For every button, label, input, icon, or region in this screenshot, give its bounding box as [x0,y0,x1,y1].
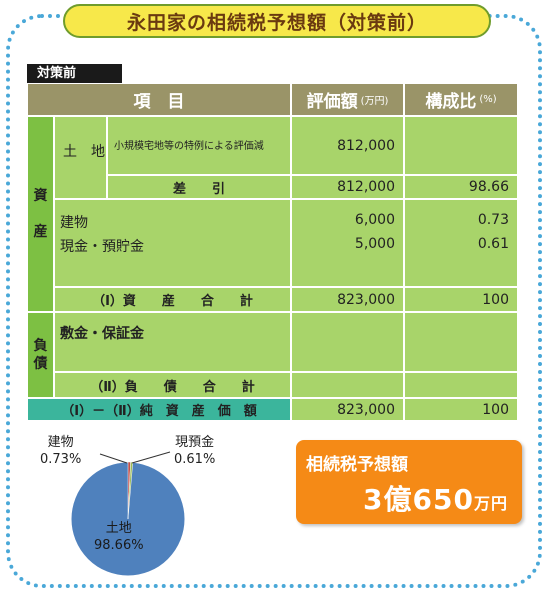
net-label: （Ⅰ）－（Ⅱ）純 資 産 価 額 [27,398,291,421]
land-value: 812,000 [291,116,404,175]
cash-ratio: 0.61 [477,236,509,252]
building-leader-line [99,453,128,464]
land-detail-cell: 小規模宅地等の特例による評価減 [107,116,291,175]
pie-slice-cash [127,461,134,520]
cash-value: 5,000 [354,236,395,252]
pie-svg [70,451,186,577]
other-assets-values: 6,000 5,000 [291,199,404,287]
building-label: 建物 [60,215,88,231]
deposit-cell: 敷金・保証金 [54,312,291,372]
diff-ratio: 98.66 [404,175,518,199]
land-label: 土 地 [63,144,105,160]
result-value: 3億650万円 [363,483,508,516]
section-tag: 対策前 [27,64,122,83]
deposit-value-empty [291,312,404,372]
net-value: 823,000 [291,398,404,421]
page-title: 永田家の相続税予想額（対策前） [63,4,491,38]
liab-total-label: （Ⅱ）負 債 合 計 [54,372,291,398]
land-cell: 土 地 [54,116,107,199]
pie-label-building: 建物 0.73% [40,435,82,467]
deposit-label: 敷金・保証金 [60,326,144,342]
pie-label-land: 土地 98.66% [94,521,144,553]
building-value: 6,000 [354,212,395,228]
deposit-ratio-empty [404,312,518,372]
other-assets-cell: 建物 現金・預貯金 [54,199,291,287]
land-detail: 小規模宅地等の特例による評価減 [114,141,264,152]
liab-total-value-empty [291,372,404,398]
land-ratio-empty [404,116,518,175]
asset-total-label: （Ⅰ）資 産 合 計 [54,287,291,312]
cash-label: 現金・預貯金 [60,239,144,255]
building-ratio: 0.73 [477,212,509,228]
liabilities-side-label: 負 債 [27,312,54,398]
composition-pie: 建物 0.73% 現預金 0.61% 土地 98.66% [40,430,260,590]
liab-total-ratio-empty [404,372,518,398]
header-ratio: 構成比 (%) [404,83,518,116]
cash-leader-line [131,451,171,464]
header-item: 項 目 [27,83,291,116]
net-ratio: 100 [404,398,518,421]
inheritance-tax-estimate: 相続税予想額 3億650万円 [296,440,522,524]
pie-label-cash: 現預金 0.61% [174,435,216,467]
header-value: 評価額 (万円) [291,83,404,116]
estate-table: 項 目 評価額 (万円) 構成比 (%) 資 産 土 地 小規模宅地等の特例による評… [27,83,518,421]
result-label: 相続税予想額 [306,455,408,475]
assets-side-label: 資 産 [27,116,54,312]
diff-label: 差 引 [107,175,291,199]
asset-total-value: 823,000 [291,287,404,312]
asset-total-ratio: 100 [404,287,518,312]
diff-value: 812,000 [291,175,404,199]
other-assets-ratios: 0.73 0.61 [404,199,518,287]
